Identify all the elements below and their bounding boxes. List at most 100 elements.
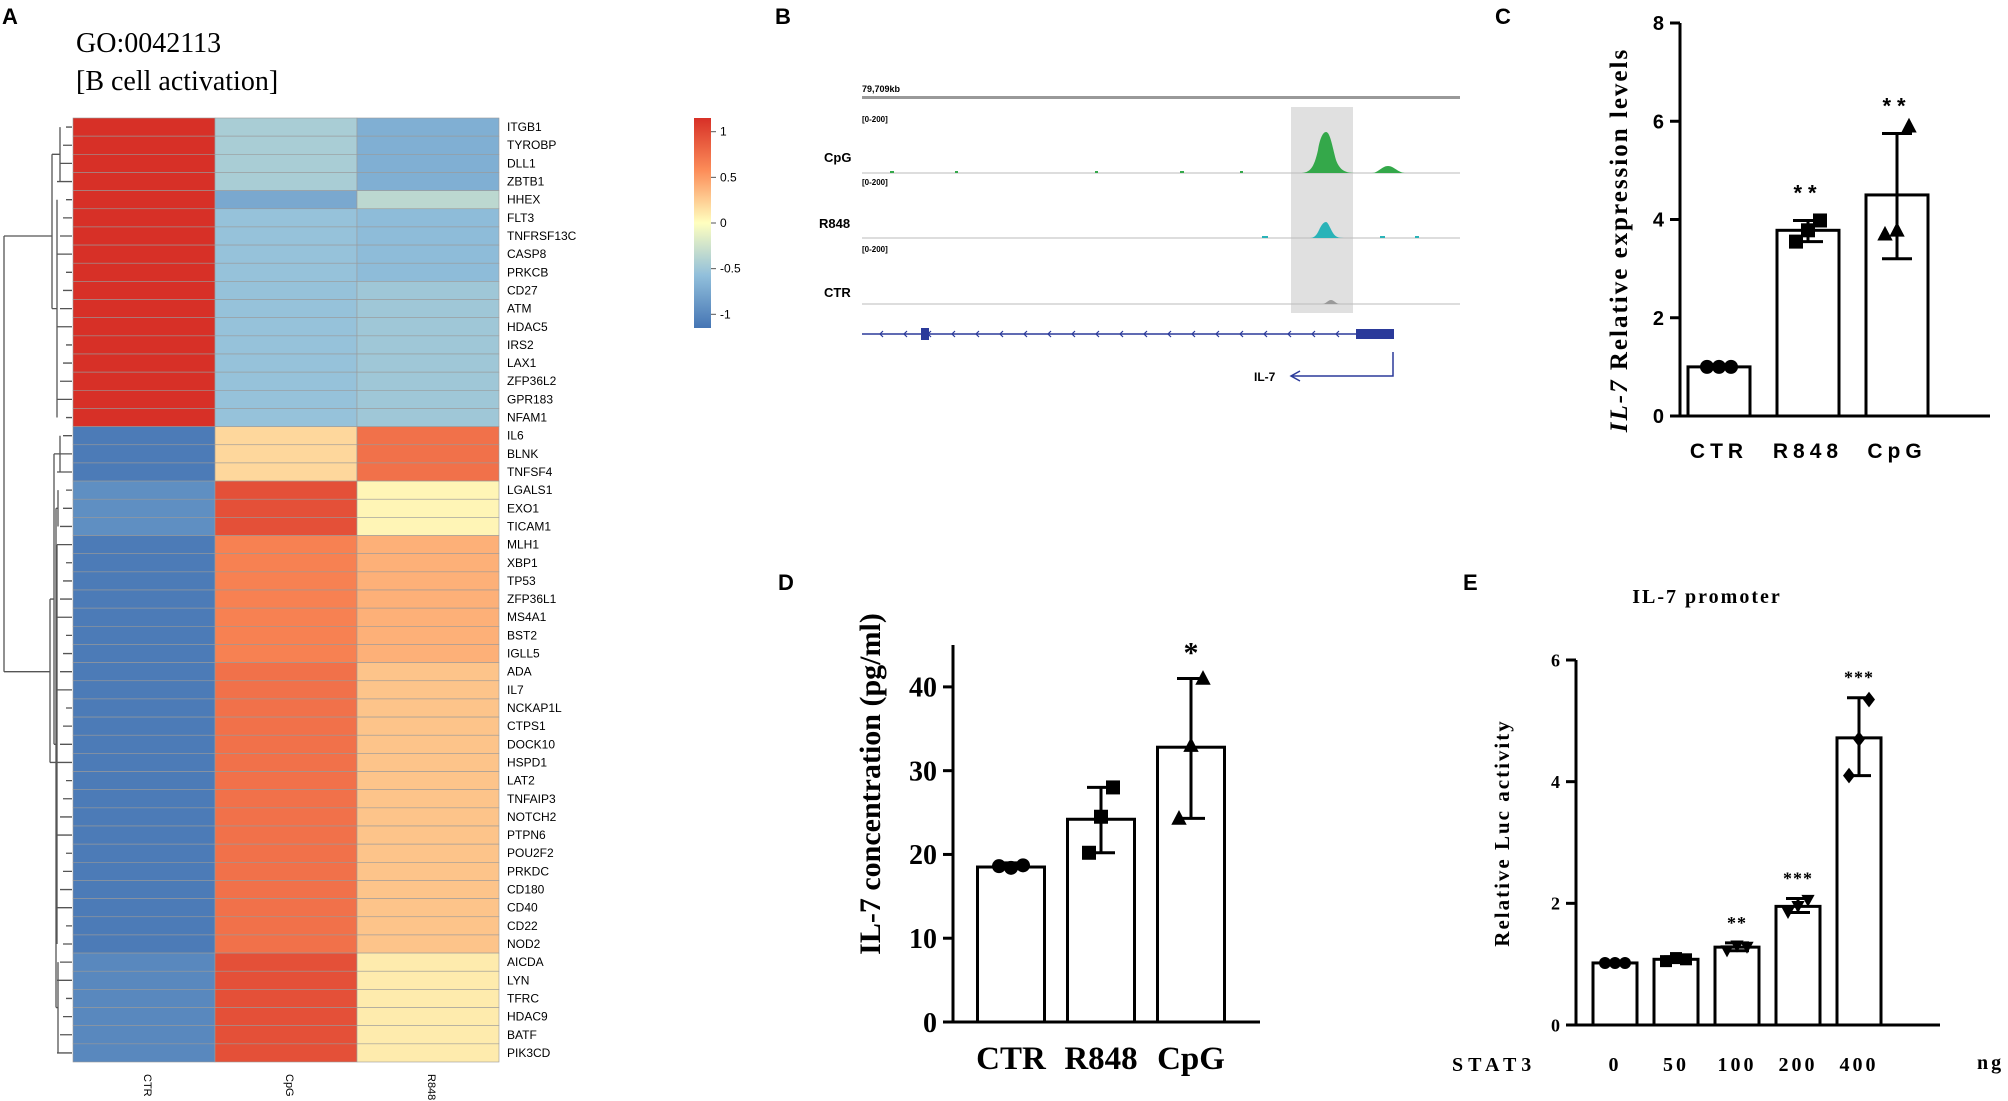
intron-arrow xyxy=(1287,330,1292,338)
heatmap-cell xyxy=(72,1025,216,1045)
intron-arrow xyxy=(1071,330,1076,338)
heatmap-cell xyxy=(72,281,216,300)
heatmap-cell xyxy=(72,299,216,318)
heatmap-cell xyxy=(214,498,358,518)
intron-arrow xyxy=(1239,330,1244,338)
heatmap-cell xyxy=(72,317,216,337)
track-label-cpg: CpG xyxy=(824,150,851,165)
chart-d-ylabel: IL-7 concentration (pg/ml) xyxy=(854,613,887,955)
heatmap-cell xyxy=(72,607,216,627)
heatmap-cell xyxy=(72,226,216,246)
heatmap-row-label: LAT2 xyxy=(507,774,535,788)
heatmap-row-label: BLNK xyxy=(507,447,538,461)
bar xyxy=(1775,228,1841,418)
heatmap-cell xyxy=(356,807,500,827)
heatmap-row-label: NFAM1 xyxy=(507,411,547,425)
heatmap-row-labels: ITGB1 TYROBP DLL1 ZBTB1 HHEX FLT3 TNFRSF13C CAS… xyxy=(507,120,577,1060)
heatmap-cell xyxy=(214,117,358,137)
heatmap-cell xyxy=(214,444,358,464)
bar xyxy=(1713,945,1761,1027)
heatmap-cell xyxy=(356,408,500,427)
heatmap-cell xyxy=(356,970,500,990)
heatmap-cell xyxy=(214,1025,358,1045)
track-label-r848: R848 xyxy=(819,216,850,231)
data-point xyxy=(1789,234,1803,249)
heatmap-cell xyxy=(72,462,216,482)
panel-label-a: A xyxy=(2,4,18,29)
heatmap-cell xyxy=(356,771,500,790)
bar xyxy=(1652,957,1700,1027)
heatmap-row-label: HDAC9 xyxy=(507,1010,548,1024)
heatmap-row-label: ZFP36L2 xyxy=(507,374,557,388)
track-label-ctr: CTR xyxy=(824,285,851,300)
heatmap-cell xyxy=(72,589,216,609)
heatmap-cell xyxy=(214,807,358,827)
intron-arrow xyxy=(1167,330,1172,338)
heatmap-cell xyxy=(214,952,358,972)
heatmap-cell xyxy=(356,789,500,809)
heatmap-cell xyxy=(356,716,500,736)
heatmap-row-label: TNFRSF13C xyxy=(507,229,577,243)
heatmap-column-label: R848 xyxy=(425,1074,437,1100)
heatmap-cell xyxy=(214,281,358,300)
x-tick-label: 0 xyxy=(1609,1054,1622,1076)
x-tick-label: CpG xyxy=(1867,440,1926,463)
heatmap-cell xyxy=(356,480,500,500)
heatmap-column-labels: CTR CpG R848 xyxy=(141,1074,437,1100)
y-tick-label: 40 xyxy=(909,673,937,704)
colorbar-tick-label: 1 xyxy=(720,125,727,139)
intron-arrow xyxy=(927,330,932,338)
heatmap-cell xyxy=(72,244,216,264)
heatmap-cell xyxy=(214,698,358,718)
heatmap-colorbar xyxy=(694,118,711,328)
heatmap-cell xyxy=(214,390,358,409)
data-point xyxy=(1740,941,1754,954)
heatmap-cell xyxy=(356,517,500,536)
range-label-ctr: [0-200] xyxy=(862,245,888,254)
heatmap-row-label: CD27 xyxy=(507,283,538,297)
heatmap-cell xyxy=(214,480,358,500)
heatmap-row-label: TFRC xyxy=(507,991,539,1005)
data-point xyxy=(1877,225,1893,241)
intron-arrow xyxy=(1023,330,1028,338)
heatmap-row-label: ATM xyxy=(507,302,531,316)
data-point xyxy=(1863,691,1875,708)
heatmap-cell xyxy=(356,934,500,954)
x-tick-label: R848 xyxy=(1064,1041,1137,1077)
tss-arrow xyxy=(1292,352,1394,377)
heatmap-cell xyxy=(356,989,500,1008)
heatmap-cell xyxy=(356,571,500,591)
bar-chart-d: 0 10 20 30 40 CTR R848 CpG * xyxy=(909,637,1260,1077)
heatmap-cell xyxy=(214,589,358,609)
chart-e-ylabel: Relative Luc activity xyxy=(1490,719,1514,946)
heatmap-row-label: ZFP36L1 xyxy=(507,592,557,606)
heatmap-cell xyxy=(72,716,216,736)
heatmap-row-label: TICAM1 xyxy=(507,519,551,533)
heatmap-row-label: ITGB1 xyxy=(507,120,542,134)
heatmap-cell xyxy=(72,807,216,827)
heatmap-row-label: IRS2 xyxy=(507,338,534,352)
data-point xyxy=(1801,894,1815,907)
significance-mark: *** xyxy=(1844,668,1874,688)
heatmap-column-label: CpG xyxy=(283,1074,295,1097)
intron-arrow xyxy=(903,330,908,338)
heatmap-cell xyxy=(72,680,216,700)
heatmap-row-label: MLH1 xyxy=(507,538,539,552)
heatmap-cell xyxy=(72,825,216,845)
heatmap-cell xyxy=(214,571,358,591)
heatmap-cell xyxy=(72,172,216,191)
data-point xyxy=(1680,953,1692,966)
heatmap-cell xyxy=(214,734,358,754)
heatmap-subtitle: [B cell activation] xyxy=(76,66,278,97)
data-point xyxy=(1700,359,1714,374)
x-tick-label: CpG xyxy=(1157,1041,1225,1077)
heatmap-cell xyxy=(356,299,500,318)
data-point xyxy=(1724,359,1738,374)
heatmap-cell xyxy=(214,190,358,210)
data-point xyxy=(1195,670,1211,685)
panel-label-c: C xyxy=(1495,4,1511,29)
heatmap-cell xyxy=(72,480,216,500)
data-point xyxy=(1853,731,1865,747)
intron-arrow xyxy=(879,330,884,338)
heatmap-cell xyxy=(214,426,358,446)
